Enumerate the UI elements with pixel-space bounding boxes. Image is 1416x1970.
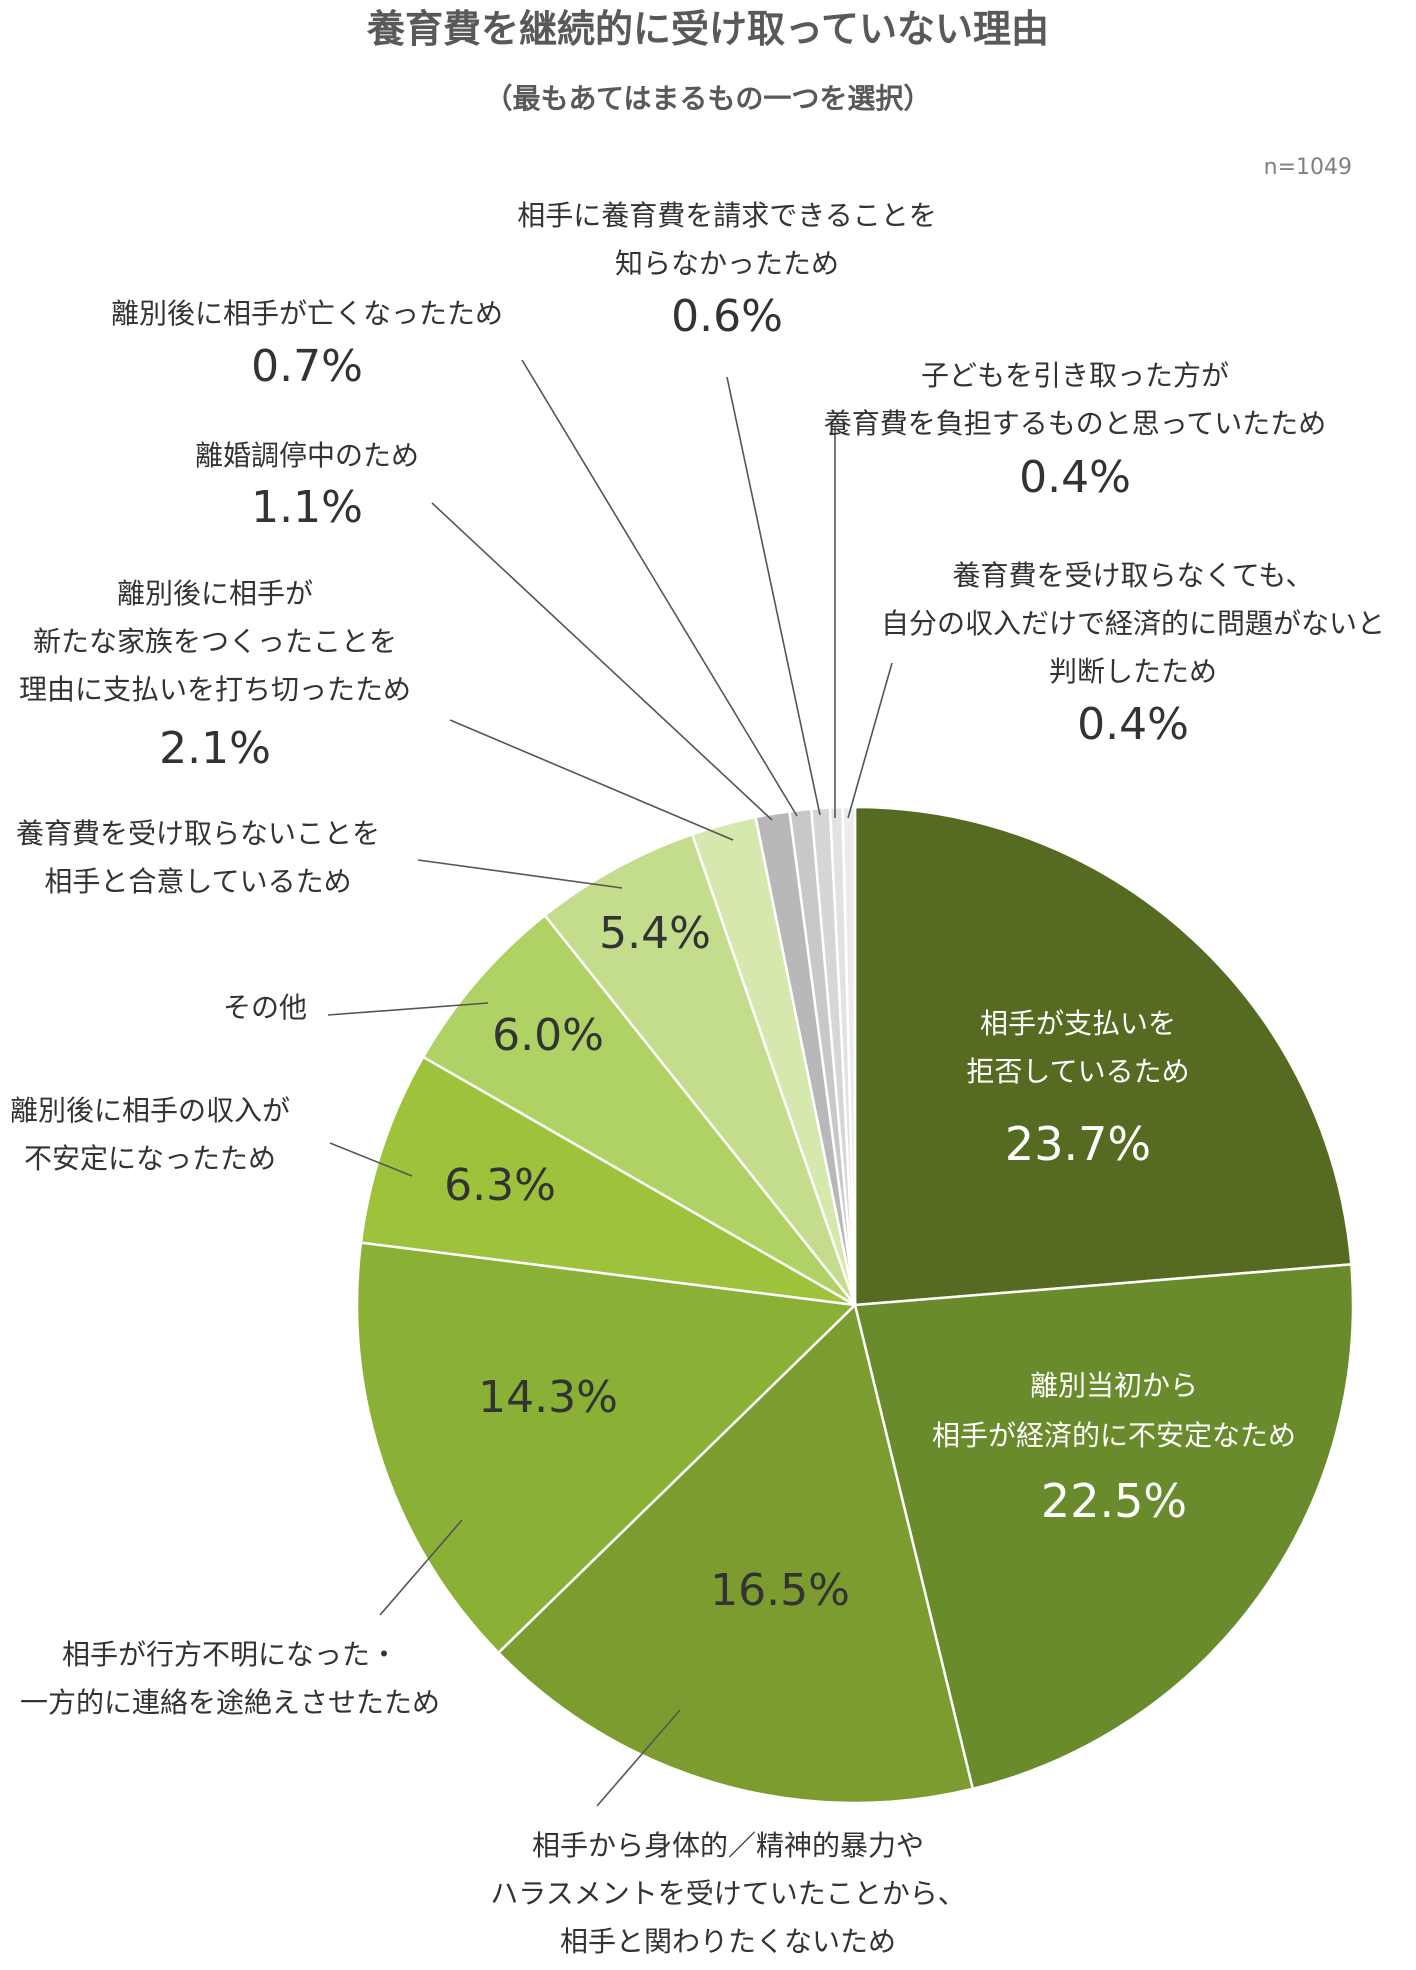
pie-slice-2 xyxy=(853,1263,1355,1791)
pie-slice-1 xyxy=(853,805,1353,1307)
leader-line-9 xyxy=(431,502,773,821)
pie-slice-4 xyxy=(355,1241,858,1655)
slice-label-3-line-1: 相手から身体的／精神的暴力や xyxy=(532,1829,924,1862)
slice-value-4: 14.3% xyxy=(478,1372,618,1423)
slice-label-3-line-2: ハラスメントを受けていたことから、 xyxy=(490,1877,965,1910)
slice-value-2: 22.5% xyxy=(1041,1474,1187,1528)
slice-label-11-line-2: 知らなかったため xyxy=(615,247,839,280)
chart-title: 養育費を継続的に受け取っていない理由 xyxy=(367,7,1049,51)
slice-label-6-line-1: その他 xyxy=(223,991,307,1024)
slice-label-4-line-2: 一方的に連絡を途絶えさせたため xyxy=(20,1686,440,1719)
slice-label-4-line-1: 相手が行方不明になった・ xyxy=(62,1638,398,1671)
slice-value-5: 6.3% xyxy=(444,1160,556,1211)
slice-label-2-line-2: 相手が経済的に不安定なため xyxy=(932,1419,1296,1452)
slice-label-8-line-2: 新たな家族をつくったことを xyxy=(33,625,397,658)
leader-line-13 xyxy=(847,662,893,819)
slice-label-9-line-1: 離婚調停中のため xyxy=(195,439,419,472)
pie-slice-5 xyxy=(359,1055,856,1307)
leader-line-3 xyxy=(596,1709,681,1807)
slice-value-11: 0.6% xyxy=(671,291,783,342)
pie-slice-3 xyxy=(496,1302,975,1805)
slice-value-3: 16.5% xyxy=(710,1565,850,1616)
slice-label-13-line-1: 養育費を受け取らなくても、 xyxy=(953,559,1314,592)
leader-line-8 xyxy=(449,719,734,841)
slice-value-10: 0.7% xyxy=(251,341,363,392)
slice-value-7: 5.4% xyxy=(599,908,711,959)
slice-value-13: 0.4% xyxy=(1077,699,1189,750)
leader-line-7 xyxy=(417,859,623,889)
slice-value-1: 23.7% xyxy=(1005,1117,1151,1171)
slice-label-10-line-1: 離別後に相手が亡くなったため xyxy=(111,297,503,330)
leader-line-6 xyxy=(327,1002,489,1016)
slice-value-8: 2.1% xyxy=(159,723,271,774)
sample-size-note: n=1049 xyxy=(1264,155,1352,180)
leader-line-10 xyxy=(521,359,798,817)
slice-label-13-line-2: 自分の収入だけで経済的に問題がないと xyxy=(881,607,1385,640)
slice-label-2-line-1: 離別当初から xyxy=(1030,1369,1198,1402)
slice-label-7-line-2: 相手と合意しているため xyxy=(44,865,351,898)
slice-label-12-line-1: 子どもを引き取った方が xyxy=(921,359,1229,392)
leader-line-5 xyxy=(329,1142,413,1177)
pie-slice-6 xyxy=(421,913,856,1307)
pie-slices xyxy=(355,805,1355,1805)
pie-slice-13 xyxy=(841,805,857,1306)
slice-label-1-line-1: 相手が支払いを xyxy=(980,1007,1176,1040)
leader-line-11 xyxy=(726,376,821,816)
slice-value-9: 1.1% xyxy=(251,482,363,533)
slice-label-5-line-1: 離別後に相手の収入が xyxy=(10,1094,290,1127)
slice-label-1-line-2: 拒否しているため xyxy=(966,1055,1189,1088)
slice-label-11-line-1: 相手に養育費を請求できることを xyxy=(517,199,936,232)
slice-label-8-line-1: 離別後に相手が xyxy=(117,577,313,610)
chart-subtitle: （最もあてはまるもの一つを選択） xyxy=(485,82,932,115)
leader-line-4 xyxy=(379,1519,463,1616)
leader-lines xyxy=(327,359,893,1807)
slice-value-6: 6.0% xyxy=(492,1010,604,1061)
pie-slice-7 xyxy=(543,832,857,1306)
slice-label-13-line-3: 判断したため xyxy=(1049,655,1217,688)
slice-label-7-line-1: 養育費を受け取らないことを xyxy=(16,817,380,850)
slice-label-3-line-3: 相手と関わりたくないため xyxy=(560,1925,896,1958)
slice-label-5-line-2: 不安定になったため xyxy=(24,1142,276,1175)
slice-value-12: 0.4% xyxy=(1019,452,1131,503)
slice-label-8-line-3: 理由に支払いを打ち切ったため xyxy=(19,673,411,706)
slice-label-12-line-2: 養育費を負担するものと思っていたため xyxy=(824,407,1327,440)
